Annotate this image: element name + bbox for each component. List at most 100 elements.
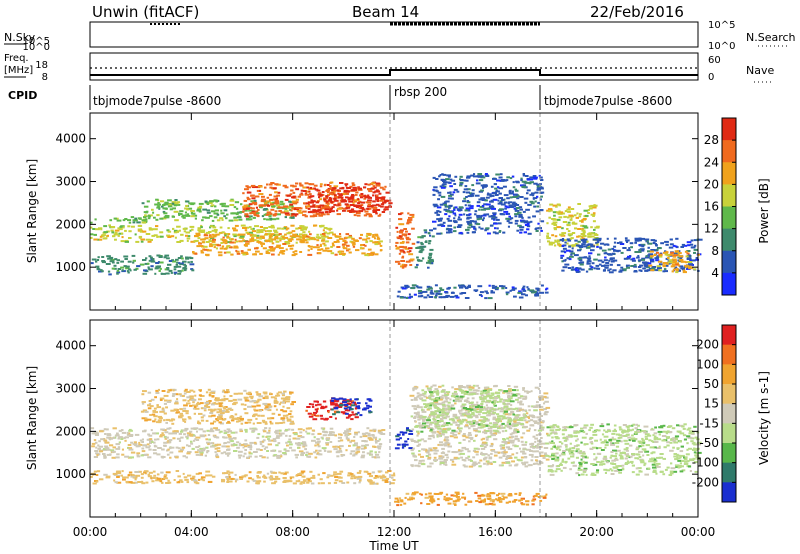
power-cell [241,252,246,254]
power-cell [367,203,371,206]
power-cell [302,214,307,217]
velocity-cell [468,393,474,396]
cpid-segment-2: rbsp 200 [394,85,447,99]
power-cell [302,190,307,192]
power-cell [521,293,526,296]
power-cell [319,245,322,247]
velocity-cell [166,391,170,394]
velocity-cell [502,438,506,441]
power-cell [586,257,592,260]
velocity-cell [461,446,467,449]
power-cell [350,208,355,211]
power-cell [370,251,375,254]
velocity-cell [119,436,124,439]
power-cell [313,187,316,190]
power-cell [326,213,330,216]
velocity-cell [349,408,354,411]
velocity-cell [505,407,509,410]
velocity-cell [325,443,329,446]
power-cell [282,184,287,187]
power-ytick-label: 1000 [55,260,86,274]
power-cell [482,185,487,188]
power-cell [339,182,344,184]
power-cell [190,268,194,271]
velocity-cell [467,455,471,458]
power-cell [319,204,325,207]
velocity-cell [145,417,148,420]
power-cell [360,201,365,204]
power-cell [280,206,284,209]
power-cell [536,195,539,198]
velocity-cell [483,406,486,409]
velocity-cell [319,414,323,417]
velocity-cell [353,453,358,456]
power-cell [383,208,387,211]
power-cell [466,231,470,234]
power-cell [214,209,219,212]
power-cell [251,186,257,188]
velocity-cell [438,402,443,405]
velocity-cell [123,437,126,439]
power-cell [524,201,528,204]
velocity-cell [93,456,98,458]
power-cell [288,245,292,247]
power-cell [669,243,674,246]
power-cell [476,179,479,182]
power-cell [308,190,311,193]
velocity-cell [182,455,186,458]
power-cell [268,183,273,186]
velocity-cell [441,403,446,406]
velocity-cell [526,448,532,451]
velocity-cell [501,461,507,464]
power-cell [682,269,686,272]
power-cell [174,219,179,222]
velocity-cell [425,421,429,424]
velocity-cell [287,428,291,431]
power-cell [580,233,586,235]
power-cell [526,228,530,231]
power-cell [176,203,181,206]
power-cell [557,242,560,245]
power-cell [473,173,476,176]
power-cell [443,203,447,206]
power-cell [259,235,265,238]
power-cell [491,284,495,287]
velocity-cell [450,458,454,461]
power-cell [253,213,256,216]
velocity-cell [530,390,533,393]
power-cell [573,244,577,247]
velocity-cell [523,415,528,417]
velocity-cell [498,419,502,422]
power-cell [678,255,684,258]
velocity-cell [508,388,512,391]
power-cell [447,191,451,194]
velocity-cell [104,445,109,448]
power-cell [411,227,415,230]
velocity-cell [519,403,524,406]
power-cell [626,249,631,252]
power-cell [367,183,371,186]
power-cell [337,203,340,206]
power-cell [123,265,127,268]
power-cell [407,233,411,236]
power-cell [375,212,378,215]
power-cell [321,238,326,241]
velocity-cell [510,392,514,395]
power-cell [492,212,497,215]
power-cell [674,252,678,255]
velocity-cell [275,444,279,447]
nave-tick-low: 0 [708,72,714,83]
power-cell [633,270,638,273]
velocity-cell [269,422,274,425]
power-cell [474,228,477,231]
power-cell [583,209,589,212]
power-cell [345,184,348,187]
power-cell [467,209,471,212]
power-cell [581,219,584,222]
power-cell [364,210,369,213]
freq-tick-low: 8 [42,72,48,83]
velocity-cell [218,399,222,402]
velocity-cell [441,384,445,387]
velocity-cell [191,399,197,401]
power-cell [204,200,208,203]
